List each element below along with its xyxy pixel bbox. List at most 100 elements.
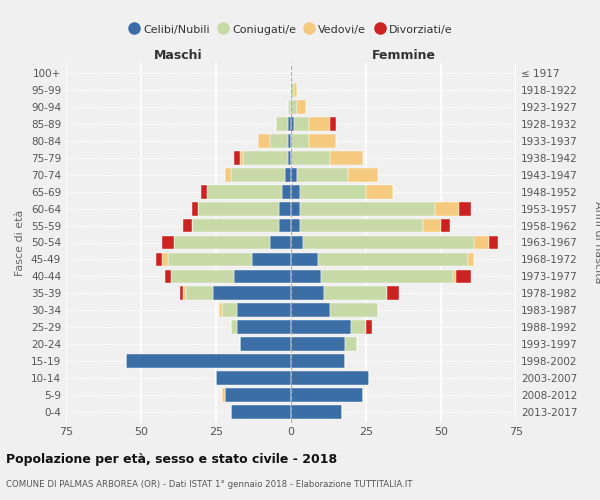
Bar bbox=[303, 236, 474, 250]
Bar bbox=[237, 304, 291, 318]
Bar bbox=[288, 100, 291, 114]
Y-axis label: Anni di nascita: Anni di nascita bbox=[593, 201, 600, 284]
Bar bbox=[201, 184, 207, 198]
Bar bbox=[234, 270, 291, 283]
Bar bbox=[186, 286, 213, 300]
Bar bbox=[330, 304, 378, 318]
Bar bbox=[270, 236, 291, 250]
Bar bbox=[291, 236, 303, 250]
Bar bbox=[453, 270, 456, 283]
Bar bbox=[297, 168, 348, 181]
Bar bbox=[324, 286, 387, 300]
Text: Popolazione per età, sesso e stato civile - 2018: Popolazione per età, sesso e stato civil… bbox=[6, 452, 337, 466]
Bar bbox=[240, 150, 243, 164]
Bar bbox=[435, 202, 459, 215]
Bar bbox=[156, 252, 162, 266]
Bar bbox=[387, 286, 399, 300]
Bar bbox=[351, 320, 366, 334]
Bar bbox=[282, 184, 291, 198]
Bar bbox=[291, 338, 345, 351]
Bar bbox=[366, 320, 372, 334]
Bar bbox=[309, 134, 336, 147]
Bar bbox=[288, 150, 291, 164]
Bar bbox=[423, 218, 441, 232]
Bar bbox=[459, 202, 471, 215]
Bar bbox=[222, 388, 225, 402]
Bar bbox=[291, 270, 321, 283]
Bar bbox=[291, 168, 297, 181]
Bar bbox=[300, 202, 435, 215]
Bar bbox=[258, 134, 270, 147]
Bar bbox=[318, 252, 468, 266]
Bar bbox=[168, 252, 252, 266]
Bar bbox=[489, 236, 498, 250]
Text: COMUNE DI PALMAS ARBOREA (OR) - Dati ISTAT 1° gennaio 2018 - Elaborazione TUTTIT: COMUNE DI PALMAS ARBOREA (OR) - Dati IST… bbox=[6, 480, 413, 489]
Bar bbox=[288, 116, 291, 130]
Y-axis label: Fasce di età: Fasce di età bbox=[16, 210, 25, 276]
Bar bbox=[330, 116, 336, 130]
Bar bbox=[192, 202, 198, 215]
Bar bbox=[291, 304, 330, 318]
Bar bbox=[291, 134, 309, 147]
Bar bbox=[321, 270, 453, 283]
Text: Femmine: Femmine bbox=[371, 48, 436, 62]
Bar bbox=[366, 184, 393, 198]
Bar bbox=[279, 218, 291, 232]
Bar bbox=[474, 236, 489, 250]
Bar bbox=[468, 252, 474, 266]
Bar bbox=[183, 218, 192, 232]
Bar bbox=[183, 286, 186, 300]
Legend: Celibi/Nubili, Coniugati/e, Vedovi/e, Divorziati/e: Celibi/Nubili, Coniugati/e, Vedovi/e, Di… bbox=[125, 20, 457, 39]
Bar bbox=[180, 286, 183, 300]
Bar bbox=[234, 150, 240, 164]
Bar bbox=[291, 116, 294, 130]
Bar bbox=[291, 150, 330, 164]
Text: Maschi: Maschi bbox=[154, 48, 203, 62]
Bar bbox=[291, 388, 363, 402]
Bar bbox=[162, 236, 174, 250]
Bar bbox=[225, 388, 291, 402]
Bar bbox=[225, 168, 231, 181]
Bar bbox=[291, 372, 369, 386]
Bar bbox=[213, 286, 291, 300]
Bar bbox=[330, 150, 363, 164]
Bar bbox=[309, 116, 330, 130]
Bar bbox=[291, 100, 297, 114]
Bar bbox=[165, 270, 171, 283]
Bar bbox=[162, 252, 168, 266]
Bar bbox=[279, 202, 291, 215]
Bar bbox=[126, 354, 291, 368]
Bar bbox=[300, 218, 423, 232]
Bar bbox=[441, 218, 450, 232]
Bar bbox=[291, 202, 300, 215]
Bar bbox=[456, 270, 471, 283]
Bar bbox=[291, 320, 351, 334]
Bar bbox=[345, 338, 357, 351]
Bar bbox=[222, 304, 237, 318]
Bar bbox=[291, 406, 342, 419]
Bar bbox=[291, 286, 324, 300]
Bar bbox=[300, 184, 366, 198]
Bar bbox=[294, 116, 309, 130]
Bar bbox=[231, 168, 285, 181]
Bar bbox=[297, 100, 306, 114]
Bar bbox=[231, 406, 291, 419]
Bar bbox=[270, 134, 288, 147]
Bar bbox=[276, 116, 288, 130]
Bar bbox=[294, 82, 297, 96]
Bar bbox=[174, 236, 270, 250]
Bar bbox=[291, 252, 318, 266]
Bar bbox=[240, 338, 291, 351]
Bar bbox=[291, 82, 294, 96]
Bar bbox=[291, 218, 300, 232]
Bar bbox=[291, 184, 300, 198]
Bar bbox=[252, 252, 291, 266]
Bar bbox=[219, 304, 222, 318]
Bar bbox=[192, 218, 279, 232]
Bar bbox=[285, 168, 291, 181]
Bar bbox=[348, 168, 378, 181]
Bar bbox=[291, 354, 345, 368]
Bar bbox=[171, 270, 234, 283]
Bar bbox=[198, 202, 279, 215]
Bar bbox=[243, 150, 288, 164]
